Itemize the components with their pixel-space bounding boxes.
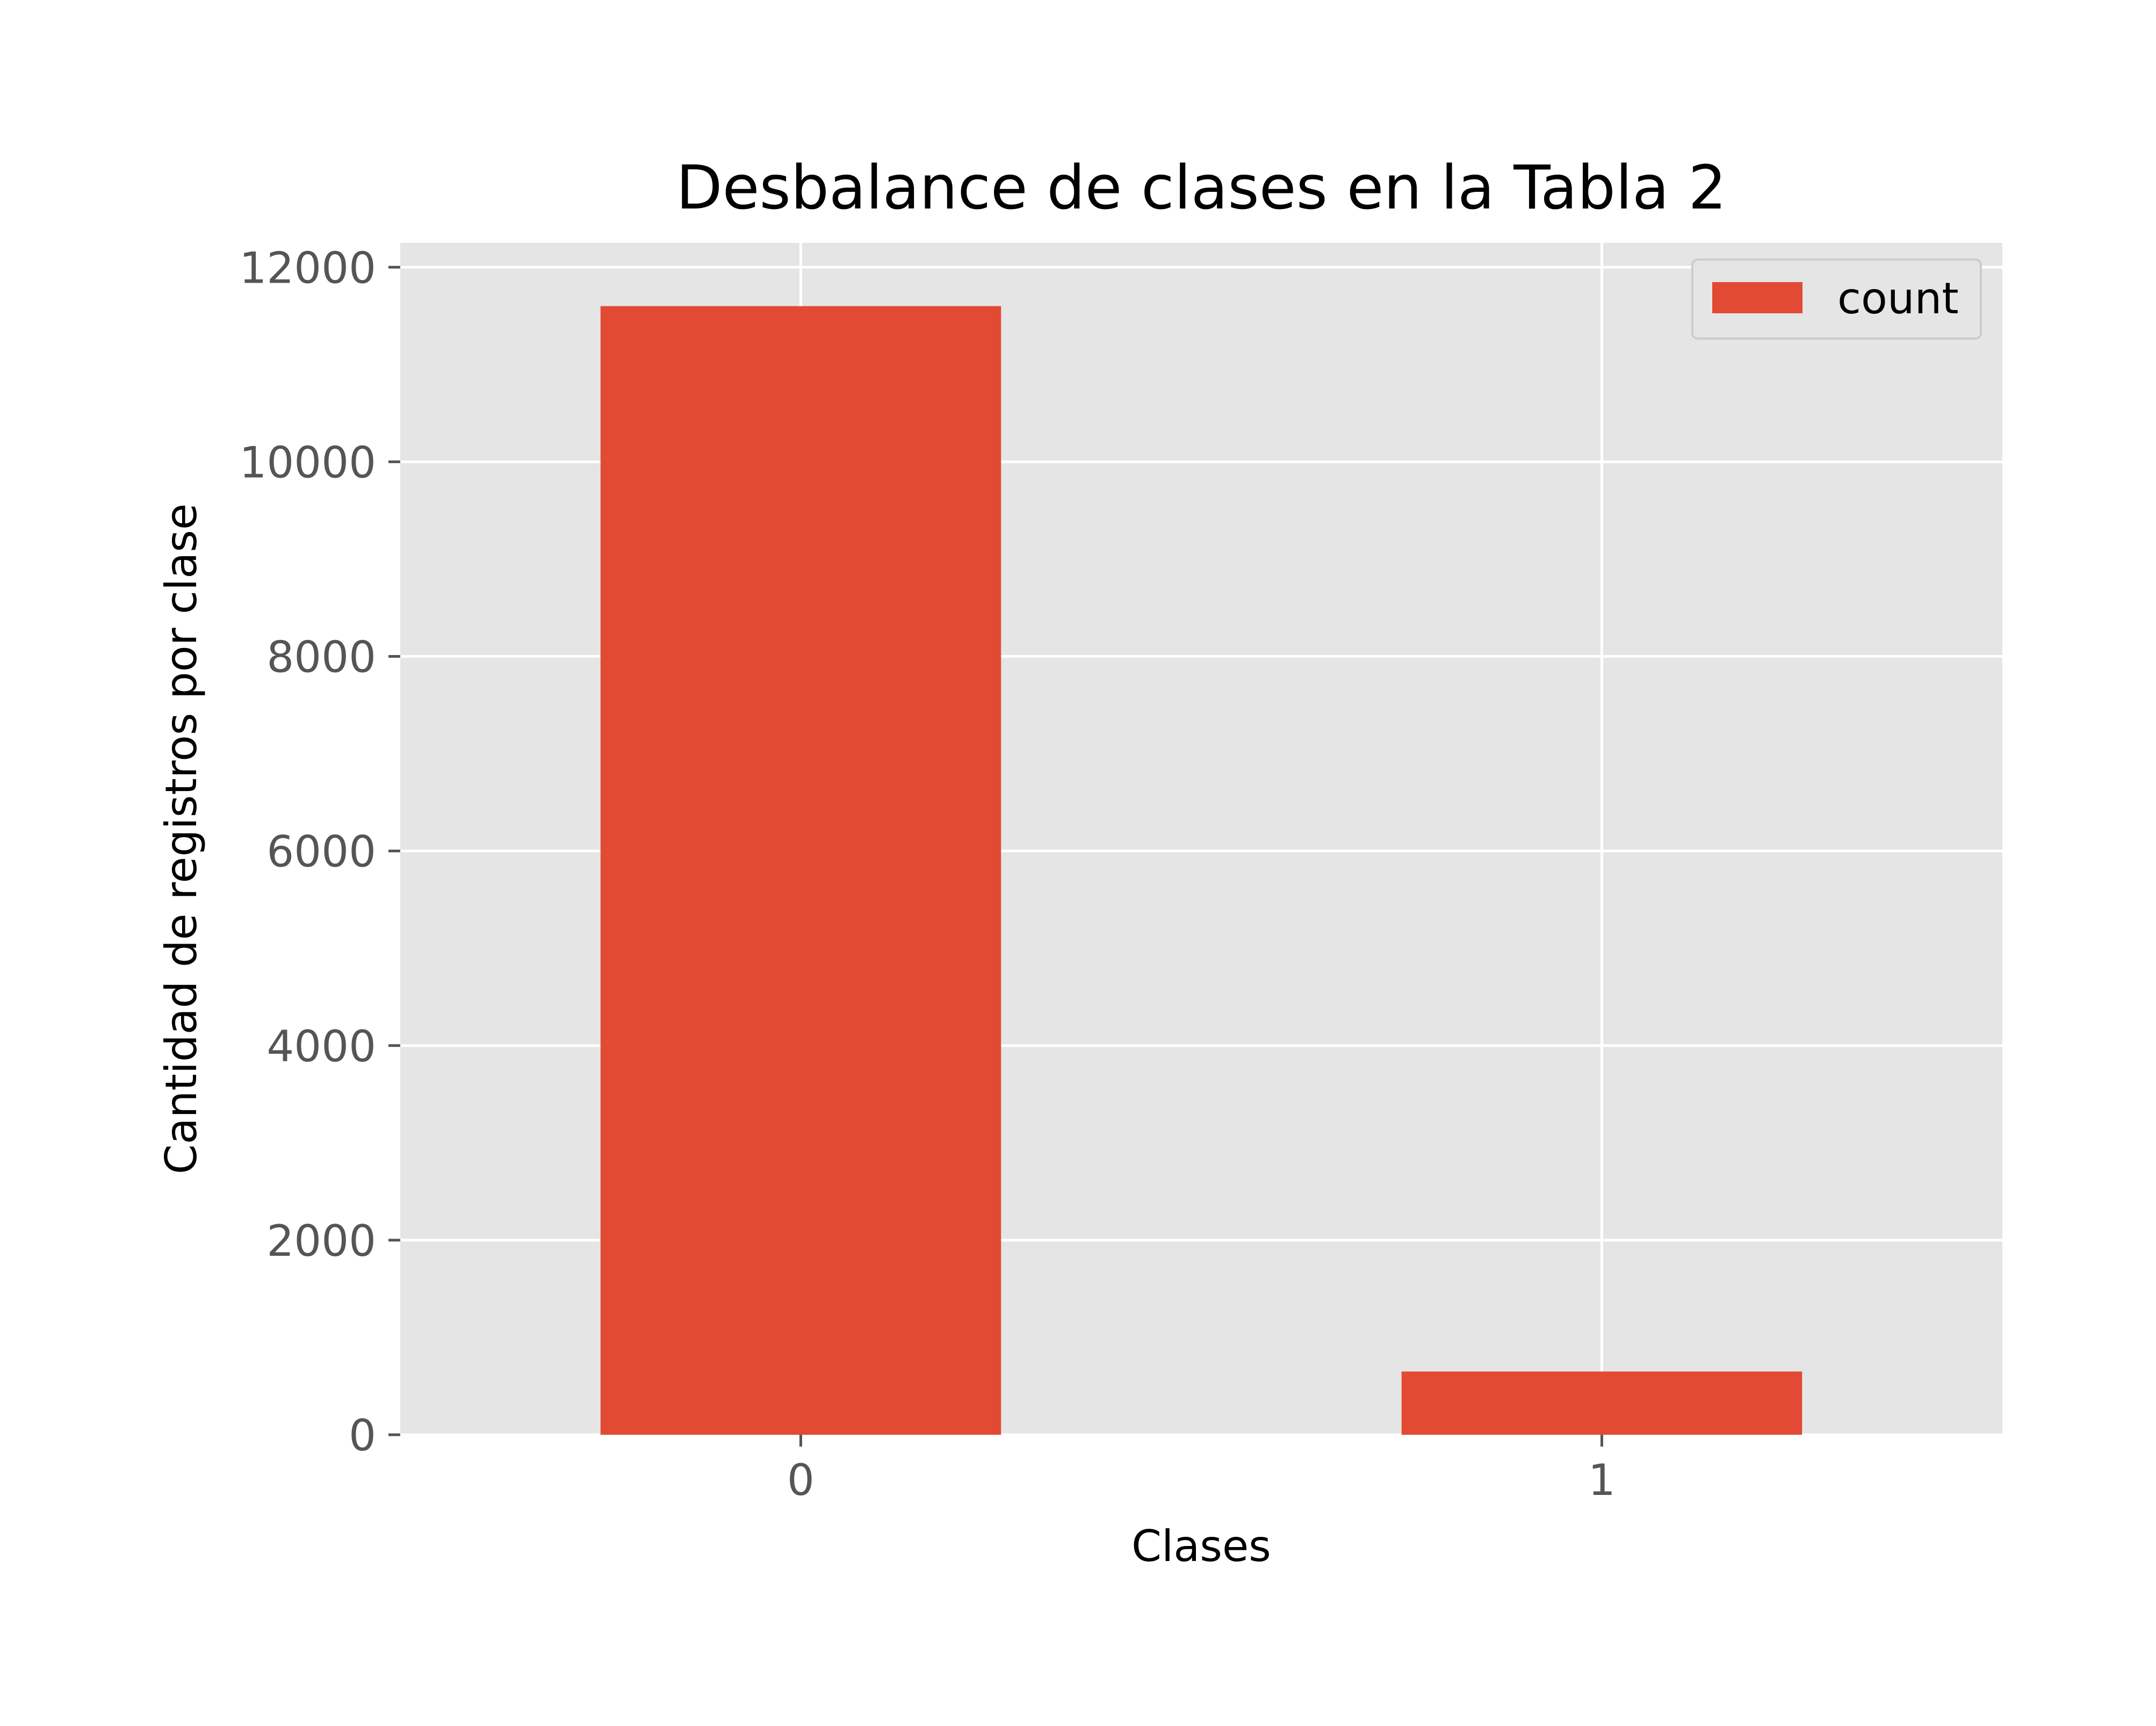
legend-box (1691, 258, 1982, 340)
y-tick-label: 2000 (266, 1216, 376, 1266)
chart-title: Desbalance de clases en la Tabla 2 (676, 153, 1726, 223)
x-axis-label: Clases (1131, 1521, 1271, 1571)
y-tick-label: 0 (349, 1411, 376, 1461)
y-axis-ticks: 0 2000 4000 6000 8000 10000 12000 (240, 243, 400, 1461)
x-tick-label: 1 (1588, 1455, 1616, 1505)
legend: count (1691, 258, 1982, 340)
y-tick-label: 12000 (240, 243, 377, 293)
x-tick-label: 0 (787, 1455, 814, 1505)
legend-label: count (1837, 274, 1959, 323)
y-axis-label: Cantidad de registros por clase (156, 504, 206, 1174)
legend-swatch (1712, 282, 1802, 313)
bar-1 (1401, 1371, 1802, 1435)
bars (600, 306, 1802, 1435)
bar-0 (600, 306, 1001, 1435)
y-tick-label: 10000 (240, 437, 377, 487)
y-tick-label: 4000 (266, 1022, 376, 1071)
y-tick-label: 8000 (266, 632, 376, 682)
y-tick-label: 6000 (266, 827, 376, 877)
